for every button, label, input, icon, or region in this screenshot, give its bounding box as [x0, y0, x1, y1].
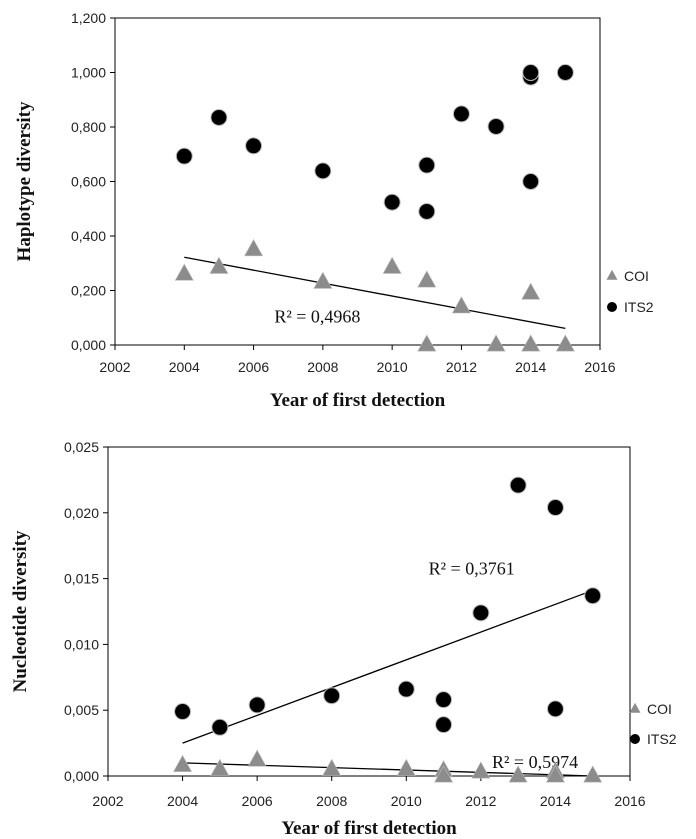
point-its2	[556, 64, 574, 81]
y-axis-title: Haplotype diversity	[14, 101, 35, 261]
point-its2	[546, 700, 564, 718]
legend-marker-coi	[606, 269, 618, 280]
point-its2	[487, 117, 505, 135]
point-its2	[472, 604, 490, 622]
point-its2	[584, 587, 602, 605]
point-its2	[435, 691, 453, 709]
y-tick-label: 0,800	[71, 119, 106, 135]
point-coi	[313, 271, 333, 289]
y-tick-label: 0,025	[64, 439, 99, 455]
legend-marker-its2	[630, 734, 640, 744]
plot-area-frame	[107, 446, 631, 777]
x-tick-label: 2014	[540, 793, 571, 809]
point-coi	[209, 256, 229, 274]
point-its2	[175, 147, 193, 165]
x-axis-title: Year of first detection	[270, 390, 446, 411]
r-squared-label: R² = 0,3761	[429, 559, 515, 579]
trendline-coi	[184, 256, 566, 330]
point-its2	[418, 156, 436, 174]
point-coi	[545, 765, 565, 783]
point-coi	[583, 765, 603, 783]
point-coi	[322, 758, 342, 776]
x-tick-label: 2004	[169, 359, 200, 375]
legend-marker-coi	[629, 702, 641, 713]
x-tick-label: 2016	[614, 793, 645, 809]
point-coi	[382, 256, 402, 274]
x-axis-title: Year of first detection	[281, 818, 457, 839]
y-tick-label: 1,000	[71, 65, 106, 81]
legend-label-its2: ITS2	[647, 731, 677, 747]
point-its2	[522, 173, 540, 190]
x-tick-label: 2006	[242, 793, 273, 809]
x-tick-label: 2004	[167, 793, 198, 809]
point-coi	[247, 749, 267, 767]
x-tick-label: 2014	[515, 359, 546, 375]
point-its2	[174, 703, 192, 721]
r-squared-label: R² = 0,5974	[492, 752, 578, 772]
x-tick-label: 2012	[446, 359, 477, 375]
chart-haplotype-diversity: 0,000 0,200 0,400 0,600 0,800 1,000 1,200 2002 2…	[14, 10, 654, 411]
point-coi	[521, 334, 541, 352]
x-tick-label: 2010	[377, 359, 408, 375]
legend-label-coi: COI	[624, 268, 649, 284]
y-tick-label: 0,010	[64, 636, 99, 652]
y-tick-label: 0,000	[71, 337, 106, 353]
y-tick-label: 0,600	[71, 174, 106, 190]
point-coi	[417, 270, 437, 288]
x-tick-label: 2008	[316, 793, 347, 809]
point-its2	[323, 687, 341, 705]
point-coi	[451, 296, 471, 314]
point-coi	[521, 282, 541, 300]
y-axis-title: Nucleotide diversity	[10, 530, 31, 693]
point-coi	[417, 334, 437, 352]
x-tick-label: 2012	[465, 793, 496, 809]
y-tick-label: 0,020	[64, 505, 99, 521]
point-coi	[210, 758, 230, 776]
point-coi	[396, 758, 416, 776]
legend-label-coi: COI	[647, 701, 672, 717]
point-its2	[435, 716, 453, 734]
point-its2	[383, 193, 401, 211]
x-tick-label: 2008	[307, 359, 338, 375]
point-coi	[508, 765, 528, 783]
y-tick-label: 0,015	[64, 571, 99, 587]
point-coi	[244, 238, 264, 257]
point-its2	[546, 499, 564, 517]
point-its2	[452, 105, 470, 123]
point-its2	[248, 696, 266, 714]
x-tick-label: 2006	[238, 359, 269, 375]
point-its2	[314, 162, 332, 180]
x-tick-label: 2016	[584, 359, 615, 375]
point-its2	[509, 476, 527, 494]
point-its2	[211, 718, 229, 736]
y-tick-label: 0,400	[71, 228, 106, 244]
point-its2	[418, 202, 436, 220]
point-its2	[522, 64, 540, 81]
point-its2	[210, 108, 228, 126]
point-coi	[174, 263, 194, 281]
y-tick-label: 0,005	[64, 702, 99, 718]
point-coi	[434, 765, 454, 783]
x-tick-label: 2002	[99, 359, 130, 375]
point-coi	[173, 754, 193, 772]
x-tick-label: 2002	[92, 793, 123, 809]
y-tick-label: 0,200	[71, 283, 106, 299]
point-coi	[486, 334, 506, 352]
y-tick-label: 0,000	[64, 768, 99, 784]
point-coi	[471, 761, 491, 779]
point-coi	[555, 334, 575, 352]
legend-label-its2: ITS2	[624, 299, 654, 315]
point-its2	[245, 137, 263, 155]
legend-marker-its2	[607, 302, 617, 312]
y-tick-label: 1,200	[71, 10, 106, 26]
point-its2	[397, 680, 415, 698]
chart-nucleotide-diversity: 0,000 0,005 0,010 0,015 0,020 0,025 2002 2004 20…	[10, 439, 677, 839]
r-squared-label: R² = 0,4968	[274, 307, 360, 327]
trendline-its2	[182, 589, 593, 744]
x-tick-label: 2010	[391, 793, 422, 809]
